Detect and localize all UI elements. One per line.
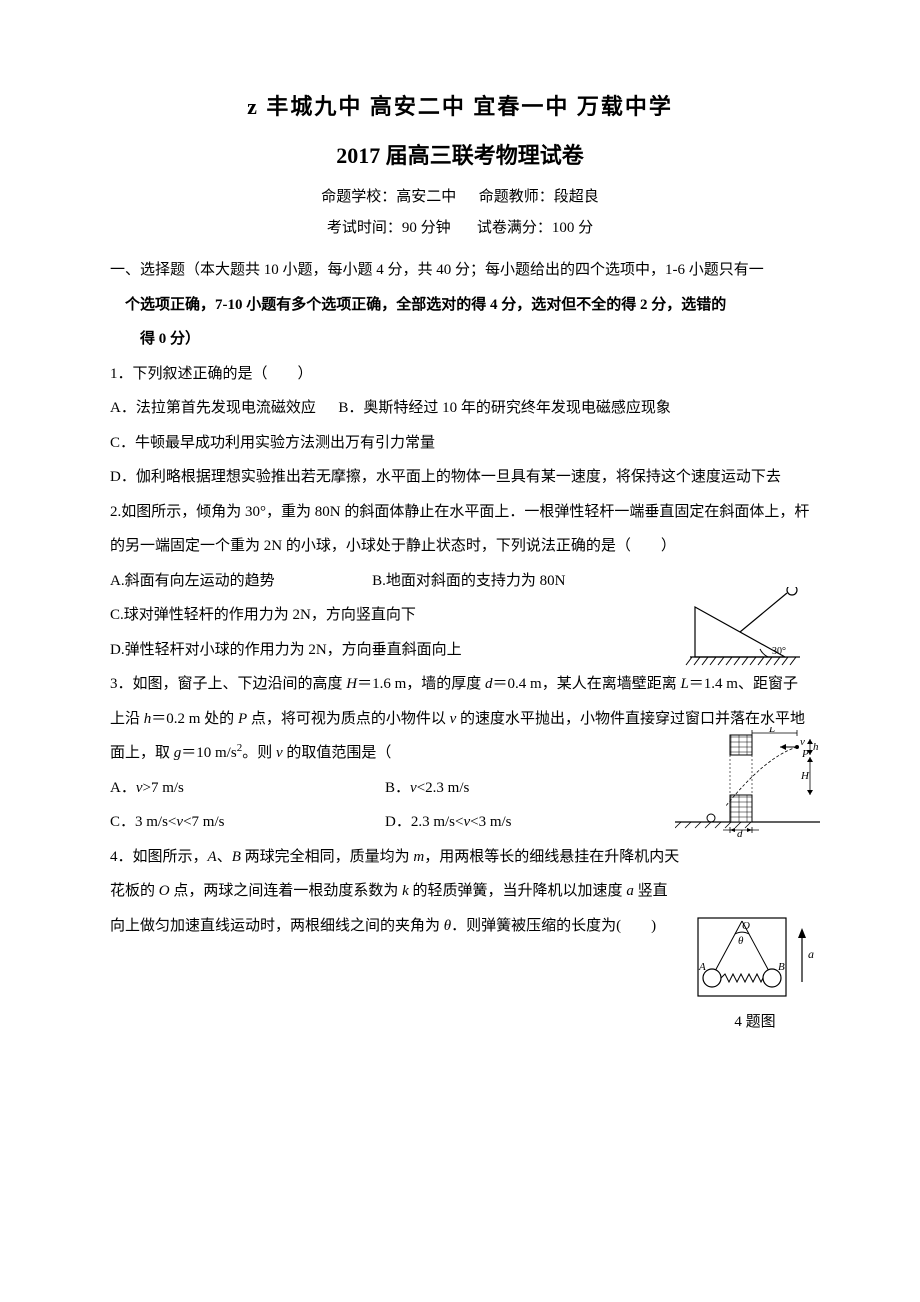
- q1-stem: 1．下列叙述正确的是（ ）: [110, 357, 810, 392]
- meta-score: 试卷满分：100 分: [477, 220, 593, 236]
- svg-text:a: a: [808, 947, 814, 961]
- svg-text:v: v: [800, 736, 805, 748]
- q4-caption: 4 题图: [690, 1005, 820, 1040]
- q1: 1．下列叙述正确的是（ ） A．法拉第首先发现电流磁效应 B．奥斯特经过 10 …: [110, 357, 810, 495]
- svg-text:B: B: [778, 961, 785, 973]
- svg-text:30°: 30°: [772, 646, 786, 657]
- q3-b: B．v<2.3 m/s: [385, 771, 660, 806]
- q3: 3．如图，窗子上、下边沿间的高度 H＝1.6 m，墙的厚度 d＝0.4 m，某人…: [110, 667, 810, 840]
- meta-line-1: 命题学校：高安二中 命题教师：段超良: [110, 186, 810, 209]
- q3-c: C．3 m/s<v<7 m/s: [110, 805, 385, 840]
- q3-a: A．v>7 m/s: [110, 771, 385, 806]
- q3-figure: L v P h H d: [675, 727, 820, 837]
- q4-figure: O θ A B a 4 题图: [690, 910, 820, 1040]
- svg-text:O: O: [742, 920, 750, 932]
- q2-stem: 2.如图所示，倾角为 30°，重为 80N 的斜面体静止在水平面上．一根弹性轻杆…: [110, 495, 810, 564]
- q1-d: D．伽利略根据理想实验推出若无摩擦，水平面上的物体一旦具有某一速度，将保持这个速…: [110, 460, 810, 495]
- meta-time: 考试时间：90 分钟: [327, 220, 451, 236]
- svg-text:L: L: [768, 727, 775, 735]
- svg-text:d: d: [737, 828, 743, 837]
- q1-a: A．法拉第首先发现电流磁效应: [110, 400, 316, 416]
- q3-d: D．2.3 m/s<v<3 m/s: [385, 805, 660, 840]
- q1-c: C．牛顿最早成功利用实验方法测出万有引力常量: [110, 426, 810, 461]
- q2-a: A.斜面有向左运动的趋势: [110, 573, 275, 589]
- q4: 4．如图所示，A、B 两球完全相同，质量均为 m，用两根等长的细线悬挂在升降机内…: [110, 840, 810, 944]
- q1-b: B．奥斯特经过 10 年的研究终年发现电磁感应现象: [338, 400, 671, 416]
- svg-text:H: H: [800, 770, 810, 782]
- section-line1: 一、选择题（本大题共 10 小题，每小题 4 分，共 40 分；每小题给出的四个…: [110, 253, 810, 288]
- svg-text:A: A: [698, 961, 706, 973]
- section-instructions: 一、选择题（本大题共 10 小题，每小题 4 分，共 40 分；每小题给出的四个…: [110, 253, 810, 357]
- meta-line-2: 考试时间：90 分钟 试卷满分：100 分: [110, 217, 810, 240]
- svg-text:θ: θ: [738, 935, 744, 947]
- svg-text:h: h: [813, 741, 819, 753]
- exam-title: 2017 届高三联考物理试卷: [110, 139, 810, 172]
- meta-teacher: 命题教师：段超良: [479, 189, 599, 205]
- section-line2: 个选项正确，7-10 小题有多个选项正确，全部选对的得 4 分，选对但不全的得 …: [110, 288, 810, 323]
- q2-figure: 30°: [680, 587, 820, 677]
- q2-b: B.地面对斜面的支持力为 80N: [372, 573, 565, 589]
- svg-text:P: P: [801, 748, 809, 760]
- meta-school: 命题学校：高安二中: [321, 189, 456, 205]
- q2: 2.如图所示，倾角为 30°，重为 80N 的斜面体静止在水平面上．一根弹性轻杆…: [110, 495, 810, 668]
- q1-row-ab: A．法拉第首先发现电流磁效应 B．奥斯特经过 10 年的研究终年发现电磁感应现象: [110, 391, 810, 426]
- schools-header: z 丰城九中 高安二中 宜春一中 万载中学: [110, 90, 810, 123]
- section-line3: 得 0 分）: [110, 322, 810, 357]
